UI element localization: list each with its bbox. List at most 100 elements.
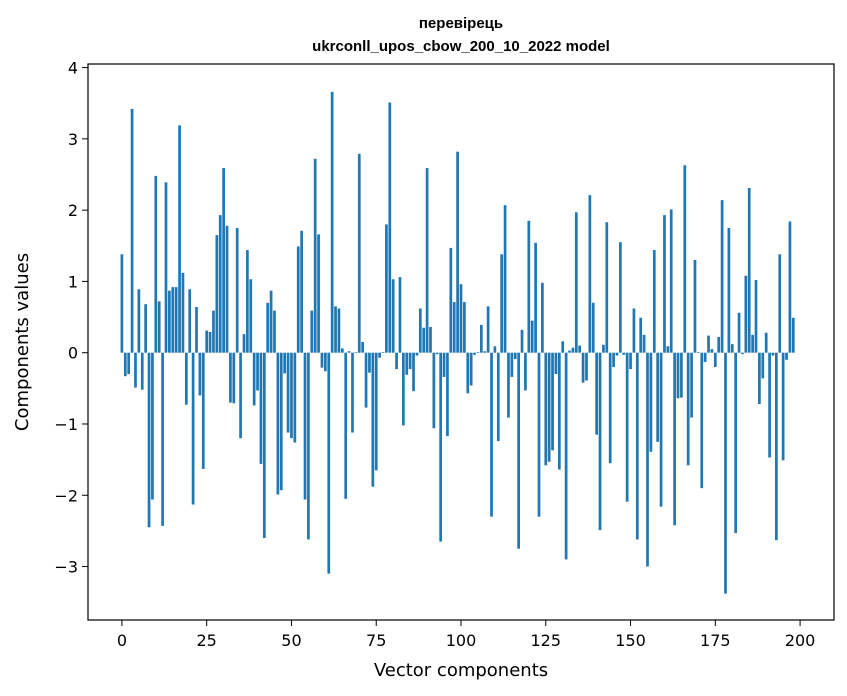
bar: [327, 352, 331, 574]
x-tick-label: 125: [530, 631, 561, 650]
bar: [239, 352, 242, 439]
bar: [520, 329, 524, 353]
bar: [418, 308, 422, 353]
bar: [354, 351, 358, 353]
bar: [666, 346, 670, 353]
bar: [154, 175, 158, 353]
bar: [547, 352, 551, 462]
bar: [144, 304, 147, 353]
bar: [371, 352, 375, 487]
bar: [561, 341, 565, 353]
bar: [771, 352, 775, 356]
x-axis-ticks: 0 25 50 75 100 125 150 175 200: [117, 620, 816, 650]
bar: [537, 352, 541, 517]
bar: [639, 317, 643, 353]
bar: [269, 290, 273, 353]
bar: [307, 352, 310, 540]
bar: [513, 352, 517, 360]
bar: [391, 279, 395, 353]
y-tick-label: 2: [68, 201, 78, 220]
bar: [317, 234, 320, 353]
bar: [303, 352, 307, 500]
bar: [690, 352, 693, 418]
bar: [598, 352, 602, 531]
bar: [446, 352, 449, 437]
bar: [703, 352, 707, 362]
y-tick-label: 4: [68, 59, 78, 78]
bar: [602, 344, 605, 353]
bar: [168, 290, 171, 353]
bar: [374, 352, 378, 471]
bar: [385, 224, 388, 353]
bar: [212, 310, 215, 353]
bar: [605, 222, 609, 353]
bar: [456, 151, 459, 353]
x-tick-label: 200: [785, 631, 816, 650]
bar: [551, 352, 554, 451]
bar: [680, 352, 683, 398]
bar: [646, 352, 649, 567]
bar: [388, 102, 392, 353]
y-tick-label: 3: [68, 130, 78, 149]
bar: [259, 352, 263, 464]
bar: [734, 352, 738, 534]
bar: [381, 351, 385, 353]
bar: [262, 352, 266, 539]
bar: [476, 351, 480, 353]
bar: [534, 242, 537, 353]
bar: [737, 312, 741, 353]
bar: [361, 342, 365, 353]
bar: [300, 230, 303, 353]
bar: [130, 108, 134, 353]
bar: [137, 289, 141, 353]
bar: [266, 302, 270, 353]
bar: [544, 352, 548, 466]
bar: [191, 352, 195, 505]
bar: [720, 200, 724, 353]
bar: [568, 350, 571, 353]
bar: [517, 352, 520, 549]
x-tick-label: 150: [615, 631, 646, 650]
bar: [215, 235, 219, 353]
bar: [632, 308, 636, 353]
bar: [524, 352, 527, 391]
bar: [157, 301, 161, 353]
bar: [717, 337, 721, 353]
bar: [439, 352, 443, 542]
bar: [357, 153, 361, 353]
bar: [642, 334, 646, 353]
x-tick-label: 0: [117, 631, 127, 650]
bar: [588, 195, 592, 353]
bar: [635, 352, 639, 540]
x-axis-label: Vector components: [374, 660, 548, 681]
bar: [334, 306, 337, 353]
bar: [578, 345, 582, 353]
bar: [324, 352, 327, 372]
bar: [161, 352, 164, 526]
bar: [751, 334, 754, 353]
bar: [351, 352, 354, 433]
bar: [276, 352, 280, 495]
bar: [178, 125, 181, 353]
bar: [313, 158, 317, 353]
y-axis-label: Components values: [12, 253, 33, 431]
chart-title-line-1: перевірець: [419, 15, 503, 32]
bar: [429, 327, 432, 353]
bar: [344, 352, 348, 499]
bar: [466, 352, 470, 394]
bar: [564, 352, 568, 560]
bar: [290, 352, 293, 439]
bar: [279, 352, 283, 491]
bar: [171, 287, 175, 353]
bar: [683, 165, 687, 353]
bar: [656, 352, 660, 442]
bar: [134, 352, 137, 388]
bar: [127, 352, 131, 375]
bar: [422, 327, 426, 353]
x-tick-label: 50: [281, 631, 301, 650]
bars-group: [120, 91, 795, 594]
bar: [581, 352, 585, 383]
bar: [785, 352, 788, 360]
bar: [415, 352, 419, 356]
bar: [591, 302, 595, 353]
